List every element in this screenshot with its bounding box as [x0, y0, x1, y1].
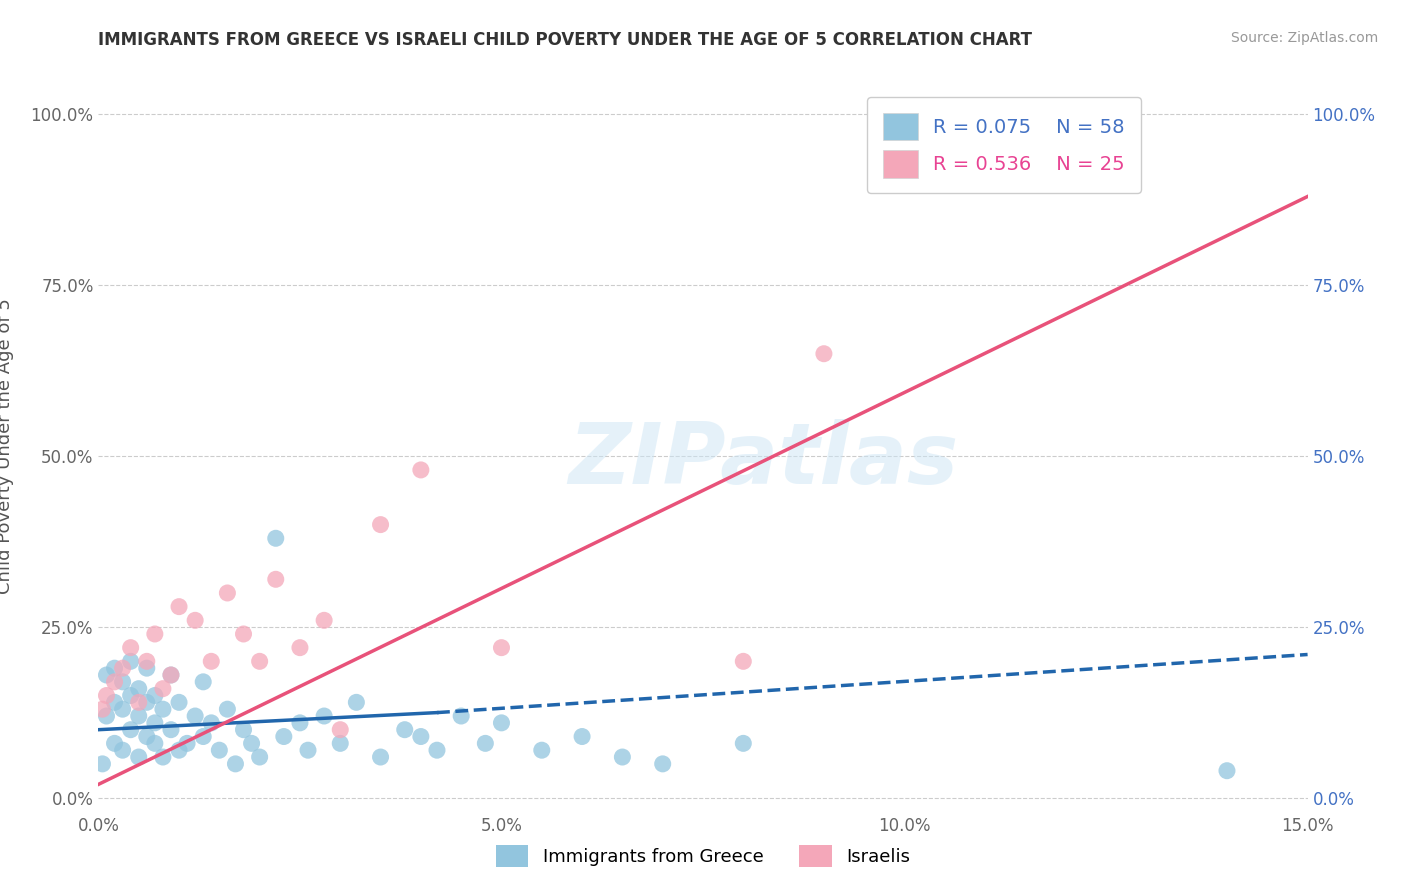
- Point: [111, 674, 134, 689]
- Point: [491, 715, 513, 730]
- Point: [264, 531, 287, 545]
- Point: [217, 702, 239, 716]
- Point: [344, 695, 367, 709]
- Point: [474, 736, 496, 750]
- Point: [240, 736, 263, 750]
- Point: [103, 736, 125, 750]
- Point: [143, 689, 166, 703]
- Point: [96, 689, 118, 703]
- Point: [103, 674, 125, 689]
- Point: [128, 750, 150, 764]
- Point: [193, 730, 215, 744]
- Point: [120, 723, 142, 737]
- Point: [409, 730, 432, 744]
- Point: [103, 695, 125, 709]
- Text: Source: ZipAtlas.com: Source: ZipAtlas.com: [1230, 31, 1378, 45]
- Point: [111, 743, 134, 757]
- Point: [160, 723, 183, 737]
- Point: [111, 702, 134, 716]
- Point: [152, 681, 174, 696]
- Point: [176, 736, 198, 750]
- Point: [217, 586, 239, 600]
- Point: [370, 517, 392, 532]
- Text: IMMIGRANTS FROM GREECE VS ISRAELI CHILD POVERTY UNDER THE AGE OF 5 CORRELATION C: IMMIGRANTS FROM GREECE VS ISRAELI CHILD …: [98, 31, 1032, 49]
- Point: [232, 723, 254, 737]
- Point: [143, 715, 166, 730]
- Point: [167, 599, 190, 614]
- Point: [530, 743, 553, 757]
- Point: [264, 572, 287, 586]
- Point: [314, 709, 336, 723]
- Point: [651, 756, 673, 771]
- Point: [232, 627, 254, 641]
- Point: [394, 723, 416, 737]
- Point: [450, 709, 472, 723]
- Point: [120, 640, 142, 655]
- Point: [128, 709, 150, 723]
- Point: [491, 640, 513, 655]
- Point: [288, 715, 311, 730]
- Point: [314, 613, 336, 627]
- Point: [571, 730, 593, 744]
- Point: [167, 743, 190, 757]
- Point: [612, 750, 634, 764]
- Point: [128, 695, 150, 709]
- Text: ZIPatlas: ZIPatlas: [568, 419, 959, 502]
- Point: [288, 640, 311, 655]
- Point: [160, 668, 183, 682]
- Point: [91, 756, 114, 771]
- Point: [200, 654, 222, 668]
- Point: [1216, 764, 1239, 778]
- Point: [135, 654, 157, 668]
- Legend: Immigrants from Greece, Israelis: Immigrants from Greece, Israelis: [488, 838, 918, 874]
- Point: [143, 736, 166, 750]
- Point: [120, 654, 142, 668]
- Point: [733, 736, 755, 750]
- Point: [370, 750, 392, 764]
- Point: [329, 723, 352, 737]
- Point: [733, 654, 755, 668]
- Point: [249, 654, 271, 668]
- Point: [208, 743, 231, 757]
- Point: [297, 743, 319, 757]
- Point: [184, 709, 207, 723]
- Y-axis label: Child Poverty Under the Age of 5: Child Poverty Under the Age of 5: [0, 298, 14, 594]
- Point: [120, 689, 142, 703]
- Point: [193, 674, 215, 689]
- Point: [103, 661, 125, 675]
- Point: [143, 627, 166, 641]
- Point: [813, 347, 835, 361]
- Point: [409, 463, 432, 477]
- Point: [91, 702, 114, 716]
- Point: [426, 743, 449, 757]
- Point: [200, 715, 222, 730]
- Point: [329, 736, 352, 750]
- Legend: R = 0.075    N = 58, R = 0.536    N = 25: R = 0.075 N = 58, R = 0.536 N = 25: [868, 97, 1140, 194]
- Point: [273, 730, 295, 744]
- Point: [135, 695, 157, 709]
- Point: [96, 709, 118, 723]
- Point: [152, 702, 174, 716]
- Point: [135, 661, 157, 675]
- Point: [128, 681, 150, 696]
- Point: [135, 730, 157, 744]
- Point: [96, 668, 118, 682]
- Point: [111, 661, 134, 675]
- Point: [167, 695, 190, 709]
- Point: [184, 613, 207, 627]
- Point: [160, 668, 183, 682]
- Point: [249, 750, 271, 764]
- Point: [152, 750, 174, 764]
- Point: [224, 756, 246, 771]
